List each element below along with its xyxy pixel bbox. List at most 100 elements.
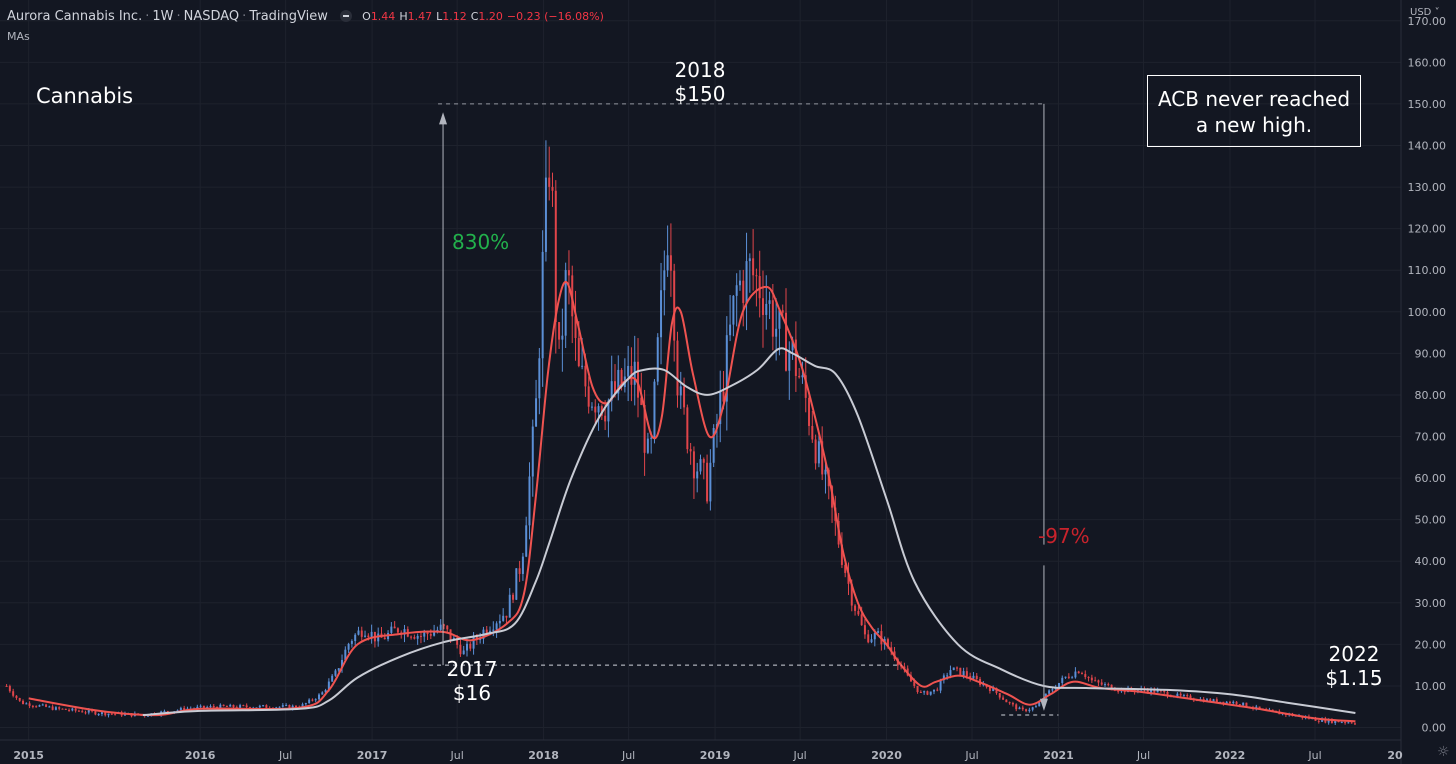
candle-body — [528, 476, 531, 526]
candle-body — [860, 614, 863, 626]
candle-body — [1048, 690, 1051, 694]
candle-body — [25, 703, 28, 705]
candle-body — [239, 705, 242, 708]
candle-body — [1061, 677, 1064, 683]
candle-body — [1087, 677, 1090, 679]
end-annotation: 2022 $1.15 — [1312, 642, 1396, 690]
candle-body — [679, 386, 682, 396]
open-label: O — [362, 10, 371, 23]
candle-body — [1071, 677, 1074, 679]
candle-body — [262, 705, 265, 707]
candle-body — [1153, 688, 1156, 693]
currency-selector[interactable]: USD ˅ — [1410, 7, 1440, 18]
candle-body — [959, 667, 962, 676]
candle-body — [41, 704, 44, 706]
candle-body — [1271, 709, 1274, 711]
candle-body — [61, 708, 64, 710]
candle-body — [1097, 680, 1100, 683]
candle-body — [337, 668, 340, 671]
candle-body — [1080, 673, 1083, 675]
candle-body — [5, 685, 8, 687]
candle-body — [936, 689, 939, 691]
candle-body — [81, 711, 84, 713]
candle-body — [771, 300, 774, 337]
candle-body — [752, 258, 755, 276]
candle-body — [916, 685, 919, 693]
candle-body — [554, 190, 557, 323]
candle-body — [341, 659, 344, 669]
candle-body — [775, 328, 778, 337]
candle-body — [308, 699, 311, 704]
y-tick-label: 160.00 — [1408, 56, 1447, 69]
symbol-name[interactable]: Aurora Cannabis Inc. — [7, 9, 143, 24]
y-tick-label: 40.00 — [1415, 555, 1447, 568]
candle-body — [1344, 722, 1347, 724]
x-tick-label: Jul — [1307, 749, 1321, 762]
candle-body — [558, 322, 561, 340]
candle-body — [765, 303, 768, 315]
candle-body — [285, 704, 288, 706]
candle-body — [663, 270, 666, 291]
price-axis: 0.00 10.00 20.00 30.00 40.00 50.00 60.00 70.00 8… — [1400, 0, 1447, 764]
candle-body — [676, 340, 679, 396]
candle-body — [288, 704, 291, 709]
low-annotation: 2017 $16 — [430, 657, 514, 705]
ma-fast-line — [28, 280, 1356, 723]
candle-body — [1228, 701, 1231, 704]
candle-body — [485, 629, 488, 634]
y-tick-label: 30.00 — [1415, 597, 1447, 610]
candle-body — [344, 649, 347, 660]
candle-body — [686, 407, 689, 450]
candle-body — [814, 439, 817, 464]
candle-body — [97, 714, 100, 716]
candle-body — [77, 710, 80, 712]
candle-body — [377, 633, 380, 642]
candle-body — [413, 637, 416, 639]
source-label: TradingView — [249, 9, 328, 24]
candle-body — [1090, 677, 1093, 681]
candle-body — [18, 697, 21, 701]
candle-body — [567, 270, 570, 276]
candle-body — [110, 713, 113, 715]
candle-body — [28, 703, 31, 706]
y-tick-label: 170.00 — [1408, 15, 1447, 28]
candle-body — [965, 671, 968, 677]
candle-body — [1117, 690, 1120, 692]
candle-body — [863, 625, 866, 635]
note-box: ACB never reached a new high. — [1147, 75, 1361, 147]
settings-gear-icon[interactable]: ☼ — [1437, 744, 1450, 760]
note-line-1: ACB never reached — [1157, 87, 1351, 111]
candle-body — [913, 681, 916, 686]
candle-body — [508, 594, 511, 618]
candle-body — [637, 361, 640, 398]
candle-body — [785, 312, 788, 371]
candle-body — [521, 556, 524, 574]
candle-body — [1232, 701, 1235, 704]
candle-body — [998, 693, 1001, 698]
indicators-label[interactable]: MAs — [7, 30, 30, 43]
candle-body — [423, 632, 426, 637]
peak-annotation: 2018 $150 — [658, 58, 742, 106]
candle-body — [74, 708, 77, 711]
candle-body — [640, 397, 643, 405]
candle-body — [903, 666, 906, 669]
candle-body — [456, 637, 459, 645]
candle-body — [48, 706, 51, 708]
candle-body — [304, 703, 307, 705]
peak-price: $150 — [674, 82, 726, 106]
candle-body — [821, 441, 824, 475]
candle-body — [452, 637, 455, 640]
candle-body — [393, 626, 396, 629]
candle-body — [1238, 704, 1241, 706]
candle-body — [311, 699, 314, 701]
low-year: 2017 — [446, 657, 498, 681]
candle-body — [8, 686, 11, 692]
candle-body — [646, 438, 649, 453]
candle-body — [383, 637, 386, 640]
candle-body — [722, 391, 725, 402]
candle-body — [1209, 699, 1212, 702]
interval-label[interactable]: 1W — [152, 9, 174, 24]
candle-body — [219, 704, 222, 709]
minus-circle-icon[interactable] — [340, 10, 352, 22]
